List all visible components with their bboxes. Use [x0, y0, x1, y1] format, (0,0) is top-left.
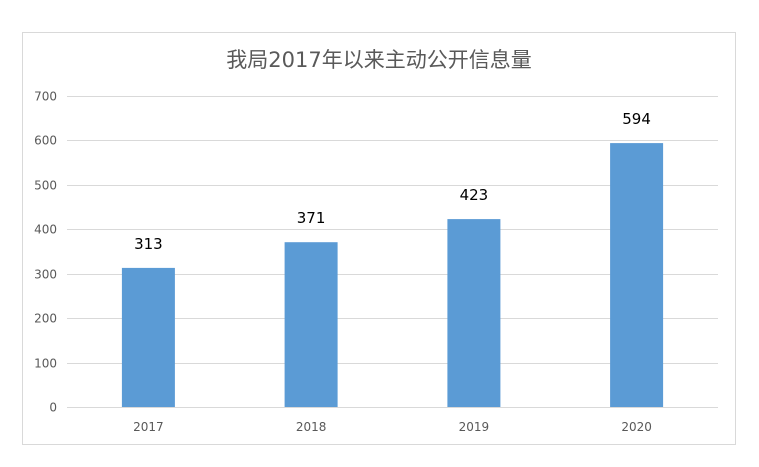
y-tick-label: 600 [34, 134, 57, 148]
data-label-2017: 313 [134, 235, 163, 253]
chart-title: 我局2017年以来主动公开信息量 [226, 48, 532, 72]
x-tick-label-2018: 2018 [296, 420, 327, 434]
y-tick-label: 200 [34, 312, 57, 326]
y-axis-ticks: 0 100 200 300 400 500 600 700 [34, 90, 57, 415]
y-tick-label: 0 [49, 401, 57, 415]
data-labels: 313 371 423 594 [134, 110, 651, 253]
x-tick-label-2019: 2019 [459, 420, 490, 434]
x-axis-ticks: 2017 2018 2019 2020 [133, 420, 652, 434]
x-tick-label-2017: 2017 [133, 420, 164, 434]
grid-lines [67, 96, 718, 408]
data-label-2019: 423 [460, 186, 489, 204]
bar-2017 [121, 267, 175, 407]
y-tick-label: 100 [34, 357, 57, 371]
data-label-2020: 594 [622, 110, 651, 128]
data-label-2018: 371 [297, 209, 326, 227]
y-tick-label: 500 [34, 179, 57, 193]
bar-2020 [610, 143, 664, 407]
y-tick-label: 400 [34, 223, 57, 237]
bar-2019 [447, 219, 501, 407]
y-tick-label: 700 [34, 90, 57, 104]
bars [121, 143, 664, 407]
y-tick-label: 300 [34, 268, 57, 282]
x-tick-label-2020: 2020 [621, 420, 652, 434]
bar-2018 [284, 242, 338, 407]
